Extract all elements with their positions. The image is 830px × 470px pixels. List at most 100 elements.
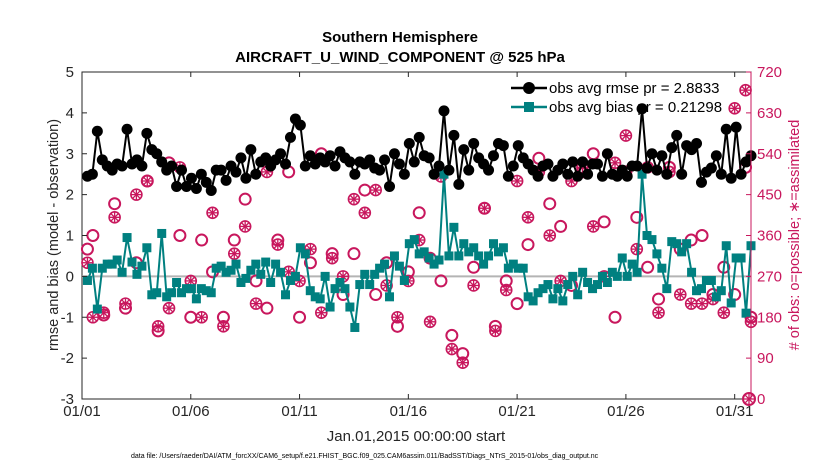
obs-possible-point [597, 215, 611, 229]
bias-point [281, 290, 291, 300]
obs-assimilated-point [227, 247, 241, 260]
rmse-point [260, 152, 272, 164]
bias-point [112, 255, 122, 265]
bias-point [107, 259, 117, 269]
obs-assimilated-point [108, 211, 121, 224]
obs-assimilated-point [728, 102, 741, 115]
obs-assimilated-spoke [317, 308, 326, 317]
bias-point [597, 271, 607, 281]
legend-bias-marker [524, 102, 534, 112]
rmse-point [136, 160, 148, 172]
footer-data-file: data file: /Users/raeder/DAI/ATM_forcXX/… [131, 453, 599, 460]
obs-assimilated-ring [478, 201, 491, 215]
bias-point [479, 259, 489, 269]
obs-assimilated-spoke [230, 249, 239, 258]
obs-assimilated-point [456, 356, 470, 369]
obs-assimilated-point [673, 288, 687, 301]
bias-point [627, 259, 637, 269]
bias-point [181, 284, 191, 294]
rmse-point [205, 185, 217, 197]
x-tick-label: 01/06 [172, 403, 210, 420]
rmse-point [621, 170, 633, 182]
bias-point [588, 284, 598, 294]
obs-assimilated-point [630, 242, 644, 256]
obs-assimilated-ring [630, 242, 644, 256]
bias-point [370, 269, 380, 279]
obs-assimilated-spoke [382, 281, 391, 290]
obs-assimilated-spoke [480, 204, 489, 213]
obs-assimilated-spoke [132, 190, 141, 199]
obs-assimilated-point [151, 320, 165, 333]
rmse-point [91, 125, 103, 137]
rmse-point [532, 170, 544, 182]
rmse-point [275, 148, 287, 160]
rmse-point [141, 127, 153, 139]
bias-point [157, 228, 167, 238]
rmse-point [666, 142, 678, 154]
bias-point [305, 286, 315, 296]
bias-point [414, 249, 424, 259]
obs-assimilated-spoke [621, 131, 630, 140]
rmse-point [458, 144, 470, 156]
rmse-point [344, 156, 356, 168]
bias-point [617, 253, 627, 263]
x-axis: 01/01 01/06 01/11 01/16 01/21 01/26 01/31 [63, 72, 753, 420]
rmse-point [582, 168, 594, 180]
bias-point [642, 231, 652, 240]
bias-point [736, 253, 746, 263]
rmse-point [200, 176, 212, 188]
bias-point [731, 253, 741, 263]
obs-assimilated-ring [238, 220, 252, 233]
rmse-point [567, 156, 579, 168]
bias-point [592, 280, 602, 290]
bias-point [508, 259, 518, 269]
obs-assimilated-point [358, 206, 372, 220]
bias-point [295, 243, 305, 253]
rmse-point [384, 180, 396, 192]
obs-assimilated-point [478, 201, 491, 215]
rmse-point [294, 119, 306, 131]
bias-point [162, 292, 172, 302]
y-right-tick-label: 360 [757, 228, 782, 245]
obs-assimilated-point [315, 306, 328, 320]
obs-possible-point [195, 233, 209, 247]
bias-point [350, 322, 360, 332]
bias-point [320, 271, 330, 281]
rmse-point [596, 170, 608, 182]
rmse-point [487, 150, 499, 162]
obs-possible-point [86, 229, 100, 242]
bias-point [231, 259, 241, 269]
rmse-point [190, 182, 202, 194]
obs-assimilated-ring [271, 238, 285, 251]
bias-point [340, 284, 350, 294]
obs-assimilated-spoke [165, 304, 174, 313]
obs-assimilated-point [325, 251, 339, 265]
rmse-point [661, 168, 673, 180]
obs-assimilated-ring [521, 211, 535, 224]
obs-possible-point [412, 206, 426, 220]
x-tick-label: 01/11 [281, 403, 317, 420]
bias-point [191, 294, 201, 304]
obs-possible-point [173, 229, 187, 242]
obs-assimilated-spoke [589, 222, 598, 231]
y-right-tick-label: 450 [757, 187, 782, 204]
obs-possible-point [641, 260, 655, 274]
bias-point [548, 294, 558, 304]
rmse-point [180, 180, 192, 192]
bias-point [226, 265, 236, 275]
y-left-tick-label: -1 [61, 309, 74, 326]
obs-assimilated-ring [358, 206, 372, 220]
bias-point [399, 275, 409, 285]
rmse-point [453, 178, 465, 190]
obs-assimilated-point [271, 238, 285, 251]
x-tick-label: 01/31 [716, 403, 754, 420]
bias-point [573, 290, 583, 300]
obs-assimilated-point [510, 174, 524, 188]
bias-point [439, 169, 449, 179]
obs-assimilated-spoke [99, 308, 108, 317]
y-axis-right: 0 90 180 270 360 450 540 630 720 [746, 64, 782, 408]
obs-assimilated-ring [456, 356, 470, 369]
x-tick-label: 01/21 [498, 403, 536, 420]
obs-assimilated-point [521, 211, 535, 224]
